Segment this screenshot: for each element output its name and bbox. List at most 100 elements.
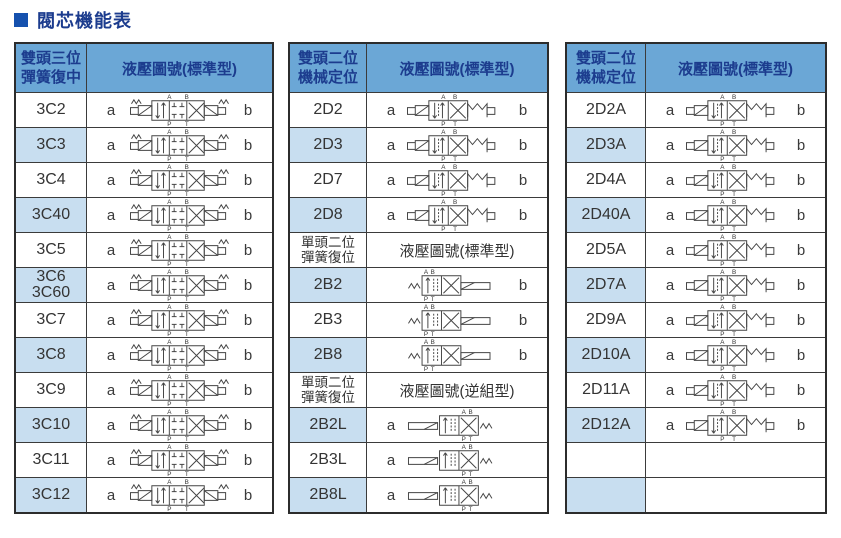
spool-code-cell: 3C40 (16, 198, 87, 232)
solenoid-b-label: b (518, 206, 528, 224)
svg-text:T: T (453, 121, 457, 127)
spool-code-cell: 2D3A (567, 128, 646, 162)
svg-text:B: B (731, 304, 735, 311)
solenoid-b-label: b (243, 276, 253, 294)
spool-code: 3C6 (36, 268, 66, 285)
svg-text:A: A (720, 269, 725, 276)
svg-text:P: P (424, 331, 428, 337)
solenoid-b-label: b (518, 276, 528, 294)
svg-text:P: P (462, 436, 466, 442)
solenoid-a-label: a (106, 276, 116, 294)
svg-text:P: P (720, 366, 724, 372)
solenoid-b-label: b (796, 416, 806, 434)
spool-code: 2D8 (313, 206, 343, 223)
section-title-text: 液壓圖號(標準型) (399, 242, 515, 260)
table-row: 2B2L a A B P T (290, 407, 547, 442)
spool-code: 2B2 (313, 276, 343, 293)
table-header-category: 雙頭二位 機械定位 (567, 44, 646, 92)
svg-text:B: B (184, 234, 188, 241)
symbol-cell (646, 478, 825, 512)
solenoid-b-label: b (796, 206, 806, 224)
section-header-title: 液壓圖號(標準型) (367, 233, 547, 267)
svg-text:P: P (167, 261, 171, 267)
svg-text:B: B (184, 94, 188, 101)
solenoid-b-label: b (243, 241, 253, 259)
spool-code-cell: 3C5 (16, 233, 87, 267)
valve-symbol-drawing: A BP T (408, 269, 491, 302)
svg-text:B: B (468, 479, 472, 486)
spool-code: 2D10A (581, 346, 631, 363)
valve-symbol-drawing: A BP T (407, 94, 496, 127)
svg-text:B: B (184, 409, 188, 416)
svg-text:P: P (167, 296, 171, 302)
valve-symbol-drawing: A BP T (685, 339, 774, 372)
svg-text:B: B (453, 94, 457, 101)
svg-text:T: T (732, 366, 736, 372)
svg-text:B: B (184, 199, 188, 206)
spool-code: 2D7A (585, 276, 627, 293)
spool-code-cell: 2D12A (567, 408, 646, 442)
svg-text:A: A (720, 94, 725, 101)
svg-text:T: T (453, 191, 457, 197)
valve-symbol-drawing: A BP T (407, 409, 493, 442)
svg-text:A: A (167, 304, 172, 311)
solenoid-b-label: b (243, 416, 253, 434)
header-line2: 機械定位 (297, 69, 358, 86)
svg-text:B: B (184, 479, 188, 486)
spool-code: 3C3 (36, 136, 66, 153)
solenoid-a-label: a (106, 416, 116, 434)
spool-code: 2D4A (585, 171, 627, 188)
svg-text:B: B (731, 199, 735, 206)
solenoid-a-label: a (665, 346, 675, 364)
svg-text:P: P (167, 401, 171, 407)
spool-code: 3C12 (31, 486, 71, 503)
svg-text:A: A (167, 129, 172, 136)
svg-text:P: P (441, 191, 445, 197)
valve-symbol-drawing: A BP T (129, 94, 229, 127)
section-line1: 單頭二位 (301, 375, 355, 390)
spool-code: 2B8 (313, 346, 343, 363)
solenoid-a-label: a (665, 101, 675, 119)
svg-text:A: A (720, 164, 725, 171)
spool-code: 3C40 (31, 206, 71, 223)
valve-symbol-drawing: A BP T (685, 374, 774, 407)
svg-text:P: P (167, 191, 171, 197)
svg-text:B: B (731, 339, 735, 346)
solenoid-a-label: a (665, 381, 675, 399)
svg-text:P: P (441, 226, 445, 232)
spool-code: 2B2L (309, 416, 347, 433)
svg-text:P: P (167, 506, 171, 512)
spool-code-cell: 2D10A (567, 338, 646, 372)
solenoid-b-label: b (518, 346, 528, 364)
spool-code: 2D5A (585, 241, 627, 258)
svg-text:T: T (732, 401, 736, 407)
solenoid-b-label: b (796, 136, 806, 154)
section-header-category: 單頭二位 彈簧復位 (290, 233, 367, 267)
svg-text:P: P (720, 261, 724, 267)
svg-text:P: P (720, 296, 724, 302)
svg-text:A: A (441, 199, 446, 206)
svg-text:A: A (720, 129, 725, 136)
svg-text:P: P (441, 121, 445, 127)
solenoid-a-label: a (106, 101, 116, 119)
spool-code-cell: 2D7A (567, 268, 646, 302)
